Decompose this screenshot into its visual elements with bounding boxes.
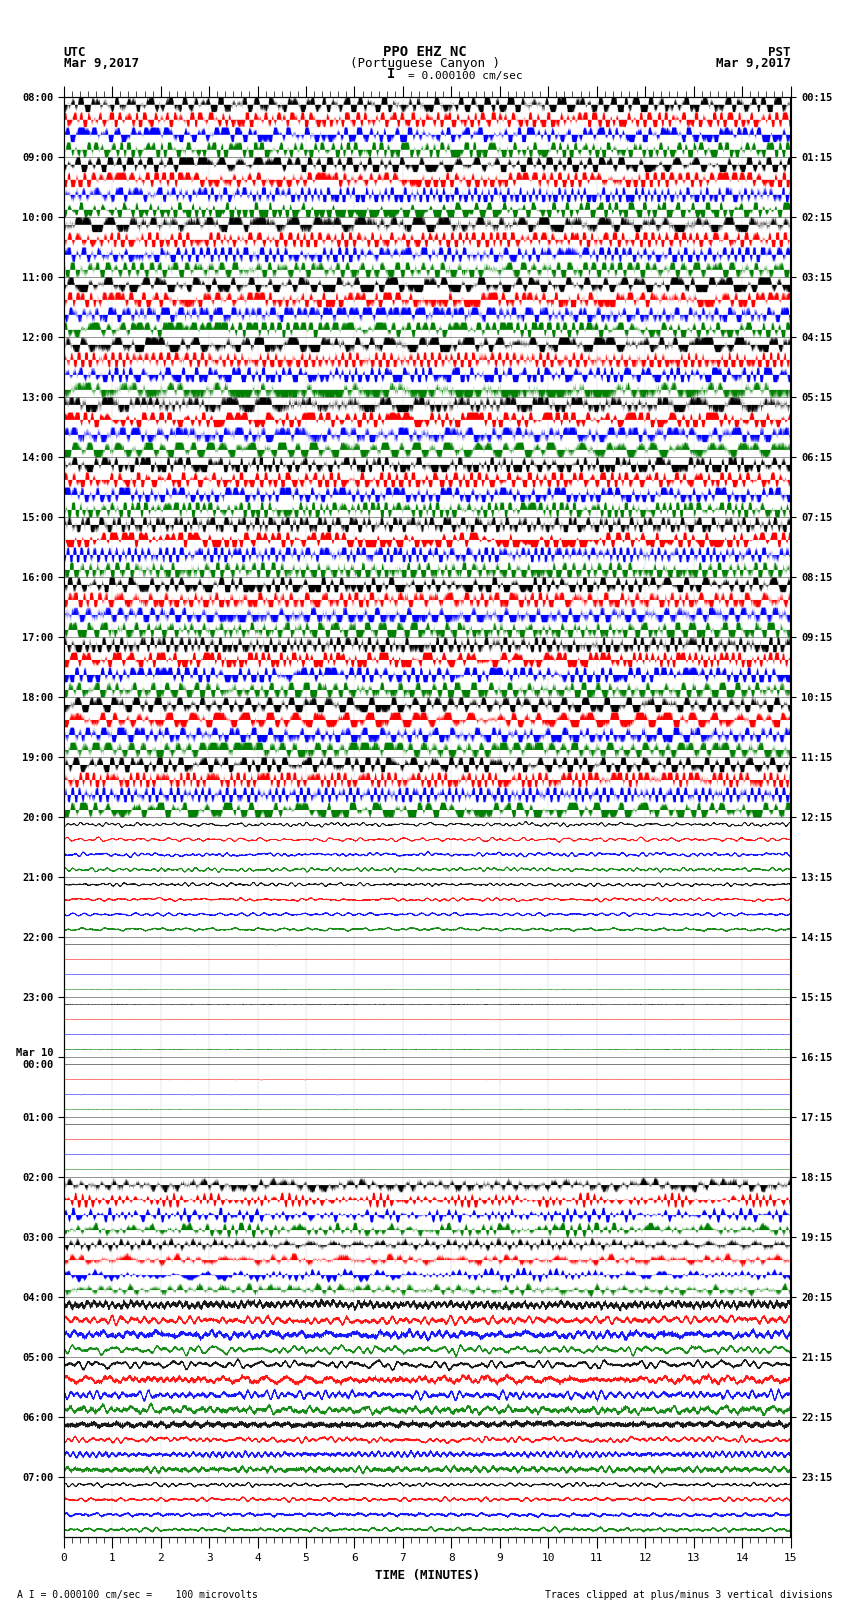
Text: Traces clipped at plus/minus 3 vertical divisions: Traces clipped at plus/minus 3 vertical … <box>545 1590 833 1600</box>
Text: Mar 9,2017: Mar 9,2017 <box>716 56 790 71</box>
Text: UTC: UTC <box>64 45 86 58</box>
Text: PPO EHZ NC: PPO EHZ NC <box>383 45 467 58</box>
Text: A I = 0.000100 cm/sec =    100 microvolts: A I = 0.000100 cm/sec = 100 microvolts <box>17 1590 258 1600</box>
Text: (Portuguese Canyon ): (Portuguese Canyon ) <box>350 56 500 71</box>
Text: PST: PST <box>768 45 790 58</box>
Text: = 0.000100 cm/sec: = 0.000100 cm/sec <box>408 71 523 82</box>
Text: I: I <box>387 68 395 82</box>
Text: Mar 9,2017: Mar 9,2017 <box>64 56 139 71</box>
X-axis label: TIME (MINUTES): TIME (MINUTES) <box>375 1569 479 1582</box>
